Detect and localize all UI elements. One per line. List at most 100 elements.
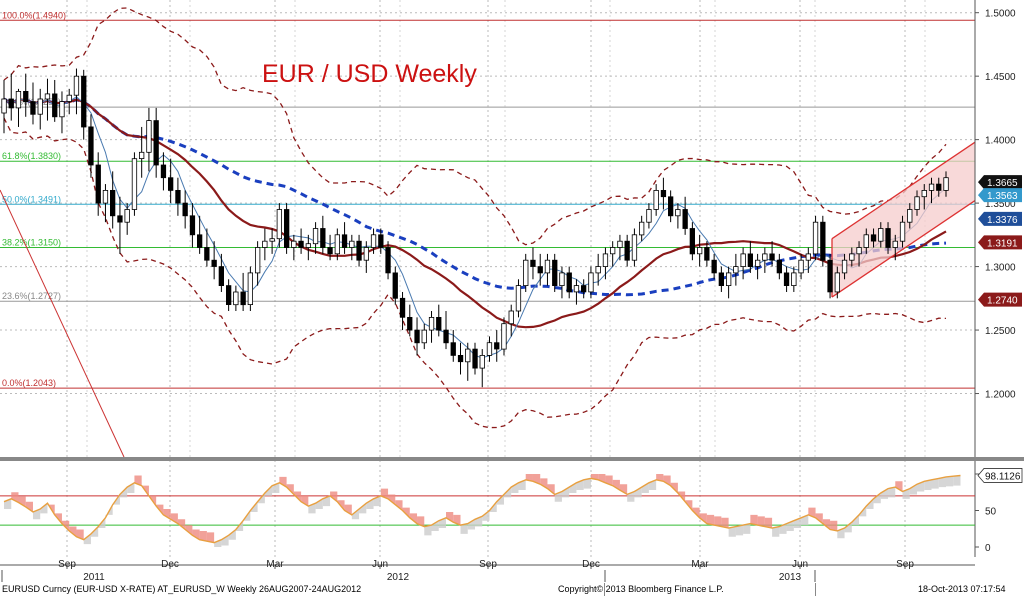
- candle: [341, 222, 348, 254]
- candle-body: [689, 228, 695, 255]
- candle: [102, 184, 109, 223]
- oscillator-fill: [888, 487, 896, 498]
- oscillator-fill: [467, 519, 475, 530]
- oscillator-fill: [598, 474, 606, 483]
- candle-body: [595, 266, 601, 274]
- footer-timestamp: 18-Oct-2013 07:17:54: [918, 584, 1006, 594]
- candle: [370, 228, 377, 254]
- price-tag-box: [978, 235, 1022, 250]
- candle: [182, 190, 188, 229]
- candle-body: [15, 91, 22, 109]
- candle: [117, 196, 123, 254]
- candle-body: [457, 354, 464, 363]
- price-tag-label: 1.3376: [987, 215, 1018, 226]
- oscillator-fill: [721, 517, 729, 529]
- candle-body: [704, 247, 710, 261]
- candle-body: [943, 177, 949, 191]
- oscillator-fill: [163, 509, 171, 520]
- candle: [414, 317, 420, 356]
- candle: [167, 158, 174, 204]
- candle-body: [537, 266, 543, 274]
- candles: [1, 68, 949, 388]
- candle: [298, 228, 304, 254]
- candle: [849, 247, 855, 267]
- candle-body: [327, 247, 333, 255]
- month-label: Jun: [372, 559, 388, 570]
- candle-body: [182, 202, 188, 217]
- candle-body: [334, 234, 341, 255]
- price-tick-label: 1.4000: [985, 136, 1016, 147]
- candle: [421, 323, 427, 350]
- candle: [624, 234, 630, 267]
- oscillator-fill: [83, 533, 91, 545]
- candle-body: [573, 285, 580, 293]
- candle-body: [639, 221, 645, 236]
- panel-separator: [0, 457, 1024, 461]
- oscillator-fill: [301, 495, 309, 507]
- candle: [515, 279, 522, 318]
- candle: [407, 304, 413, 337]
- oscillator-current-box: [977, 468, 1023, 483]
- oscillator-fill: [177, 519, 186, 530]
- candle-body: [262, 240, 268, 248]
- candle: [921, 184, 927, 210]
- oscillator-fill: [743, 523, 751, 534]
- candle-body: [95, 164, 101, 204]
- candle-body: [711, 259, 717, 274]
- oscillator-fill: [663, 475, 671, 486]
- candle-body: [356, 240, 362, 261]
- candle-body: [73, 75, 80, 96]
- candle-body: [660, 189, 667, 198]
- oscillator-fill: [228, 529, 236, 540]
- price-tag: 1.3665: [978, 175, 1022, 190]
- candle: [617, 234, 623, 261]
- candle-body: [8, 98, 14, 109]
- candle-body: [588, 272, 594, 293]
- candle-body: [88, 126, 94, 166]
- oscillator-fill: [844, 522, 852, 533]
- candle: [146, 107, 152, 172]
- candle: [472, 342, 478, 375]
- month-label: Mar: [266, 559, 284, 570]
- oscillator-fill: [931, 478, 939, 489]
- oscillator-fill: [714, 516, 722, 527]
- candle-body: [646, 209, 652, 223]
- candle: [878, 222, 884, 248]
- candle: [668, 190, 674, 223]
- candle-body: [218, 266, 225, 287]
- candle: [15, 88, 22, 127]
- candle: [189, 203, 196, 248]
- footer-security-info: EURUSD Curncy (EUR-USD X-RATE) AT_EURUSD…: [2, 584, 362, 594]
- candle: [320, 215, 326, 254]
- candle: [791, 266, 797, 292]
- candle-body: [240, 291, 246, 306]
- candle: [697, 234, 703, 267]
- candle: [95, 152, 101, 216]
- candle-body: [392, 272, 398, 299]
- oscillator-fill: [185, 525, 193, 536]
- candle-body: [124, 209, 130, 223]
- candle-body: [878, 228, 884, 242]
- candle-body: [23, 91, 29, 103]
- month-label: Jun: [792, 559, 808, 570]
- price-tag-label: 1.3665: [987, 178, 1018, 189]
- oscillator-fill: [953, 475, 961, 486]
- candle: [392, 266, 398, 305]
- oscillator-fill: [511, 482, 519, 493]
- oscillator-fill: [634, 487, 642, 498]
- oscillator-fill: [909, 484, 918, 495]
- oscillator-fill: [728, 526, 736, 537]
- year-label: 2013: [779, 572, 802, 583]
- candle: [486, 336, 493, 362]
- candle-body: [928, 183, 935, 191]
- candle: [726, 266, 732, 299]
- candle: [66, 88, 72, 115]
- time-axis: Sep Dec Mar Jun Sep Dec Mar Jun Sep 2011 2012 2013: [0, 559, 975, 583]
- fib-level-label: 100.0%(1.4940): [2, 10, 66, 20]
- candle: [595, 253, 601, 286]
- candle-body: [160, 164, 167, 179]
- candle-body: [494, 342, 500, 350]
- candle-body: [501, 323, 507, 350]
- oscillator-fill: [822, 519, 831, 530]
- candle: [305, 234, 312, 261]
